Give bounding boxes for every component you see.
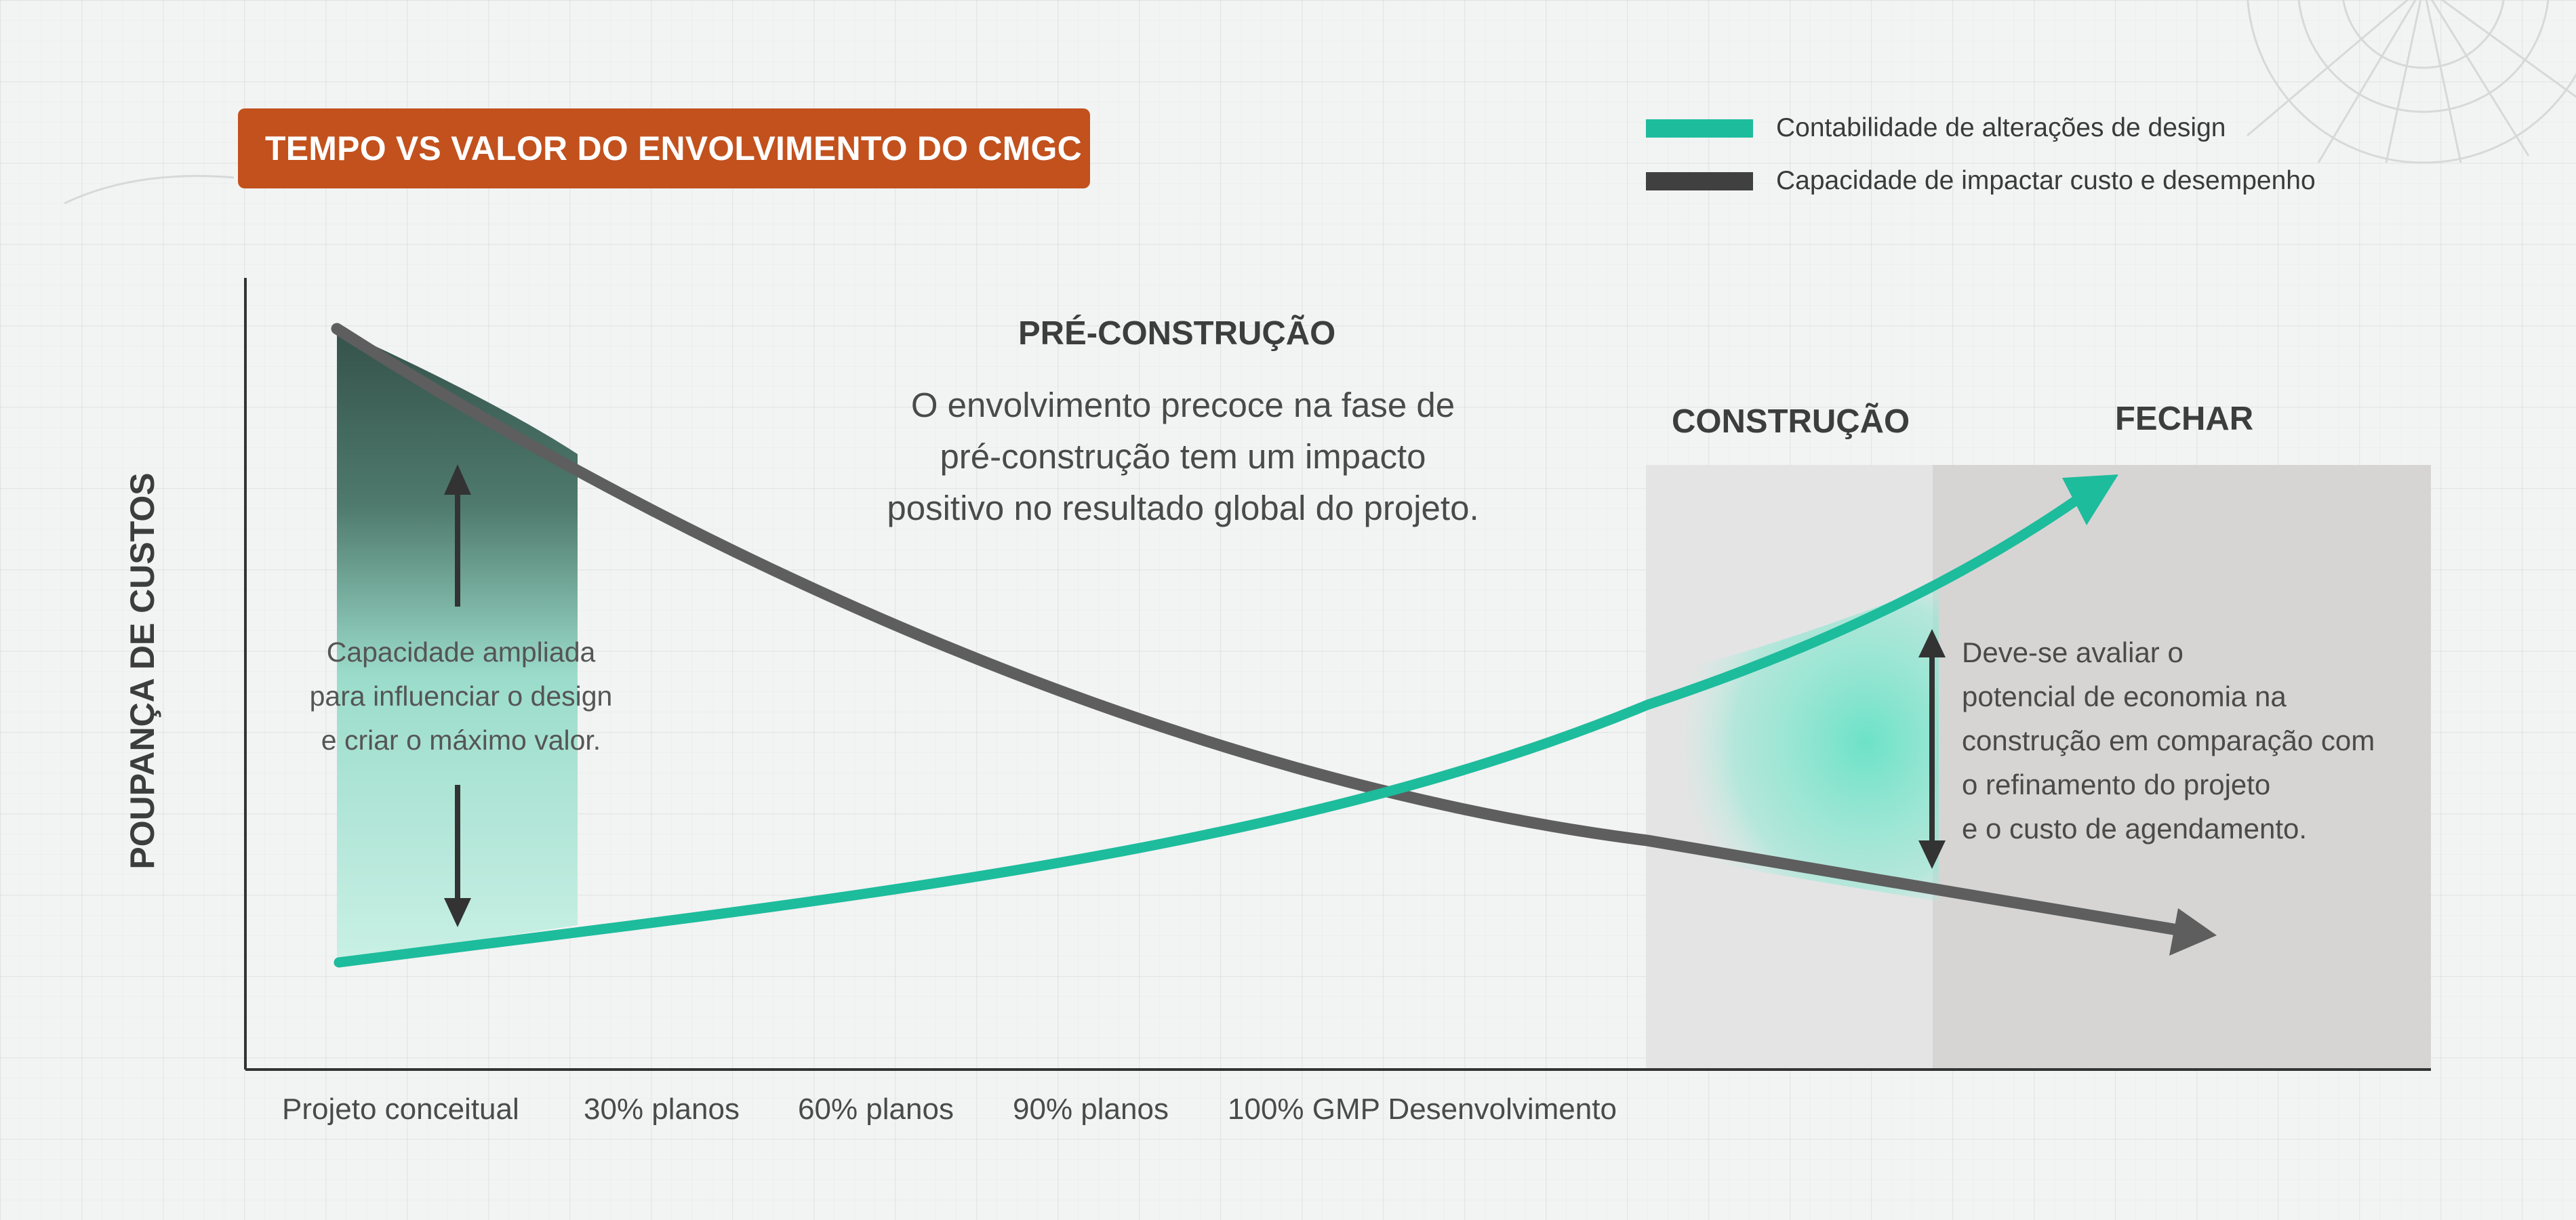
legend: Contabilidade de alterações de design Ca… [1646,102,2316,207]
design-change-curve [334,496,2080,968]
y-axis-label: POUPANÇA DE CUSTOS [123,472,161,870]
x-tick-label: 30% planos [584,1093,740,1126]
decorative-sketch [64,0,2576,205]
legend-swatch-teal [1646,119,1753,138]
legend-item-impact: Capacidade de impactar custo e desempenh… [1646,155,2316,207]
early-influence-area [337,329,578,961]
right-double-arrow [1918,629,1946,869]
axes [244,278,2431,1071]
x-tick-label: 90% planos [1013,1093,1169,1126]
legend-item-design-changes: Contabilidade de alterações de design [1646,102,2316,155]
phase-label-preconstruction: PRÉ-CONSTRUÇÃO [1018,315,1336,352]
savings-glow [1647,583,1939,901]
x-tick-label: Projeto conceitual [282,1093,519,1126]
legend-label: Capacidade de impactar custo e desempenh… [1776,166,2316,195]
x-tick-label: 60% planos [798,1093,954,1126]
design-change-curve-arrowhead [2062,474,2118,525]
impact-curve-arrowhead [2169,908,2217,956]
legend-swatch-dark [1646,171,1753,190]
close-zone [1933,465,2431,1070]
chart-title: TEMPO VS VALOR DO ENVOLVIMENTO DO CMGC [265,129,1082,167]
left-double-arrow [444,464,471,927]
construction-savings-note: Deve-se avaliar o potencial de economia … [1962,636,2375,845]
chart-title-banner: TEMPO VS VALOR DO ENVOLVIMENTO DO CMGC [238,108,1090,188]
legend-label: Contabilidade de alterações de design [1776,113,2226,142]
phase-label-close: FECHAR [2115,401,2254,437]
x-tick-label: 100% GMP Desenvolvimento [1228,1093,1617,1126]
preconstruction-description: O envolvimento precoce na fase de pré-co… [887,386,1479,527]
early-influence-note: Capacidade ampliada para influenciar o d… [309,636,613,756]
phase-label-construction: CONSTRUÇÃO [1672,403,1910,440]
impact-curve [331,323,2196,938]
